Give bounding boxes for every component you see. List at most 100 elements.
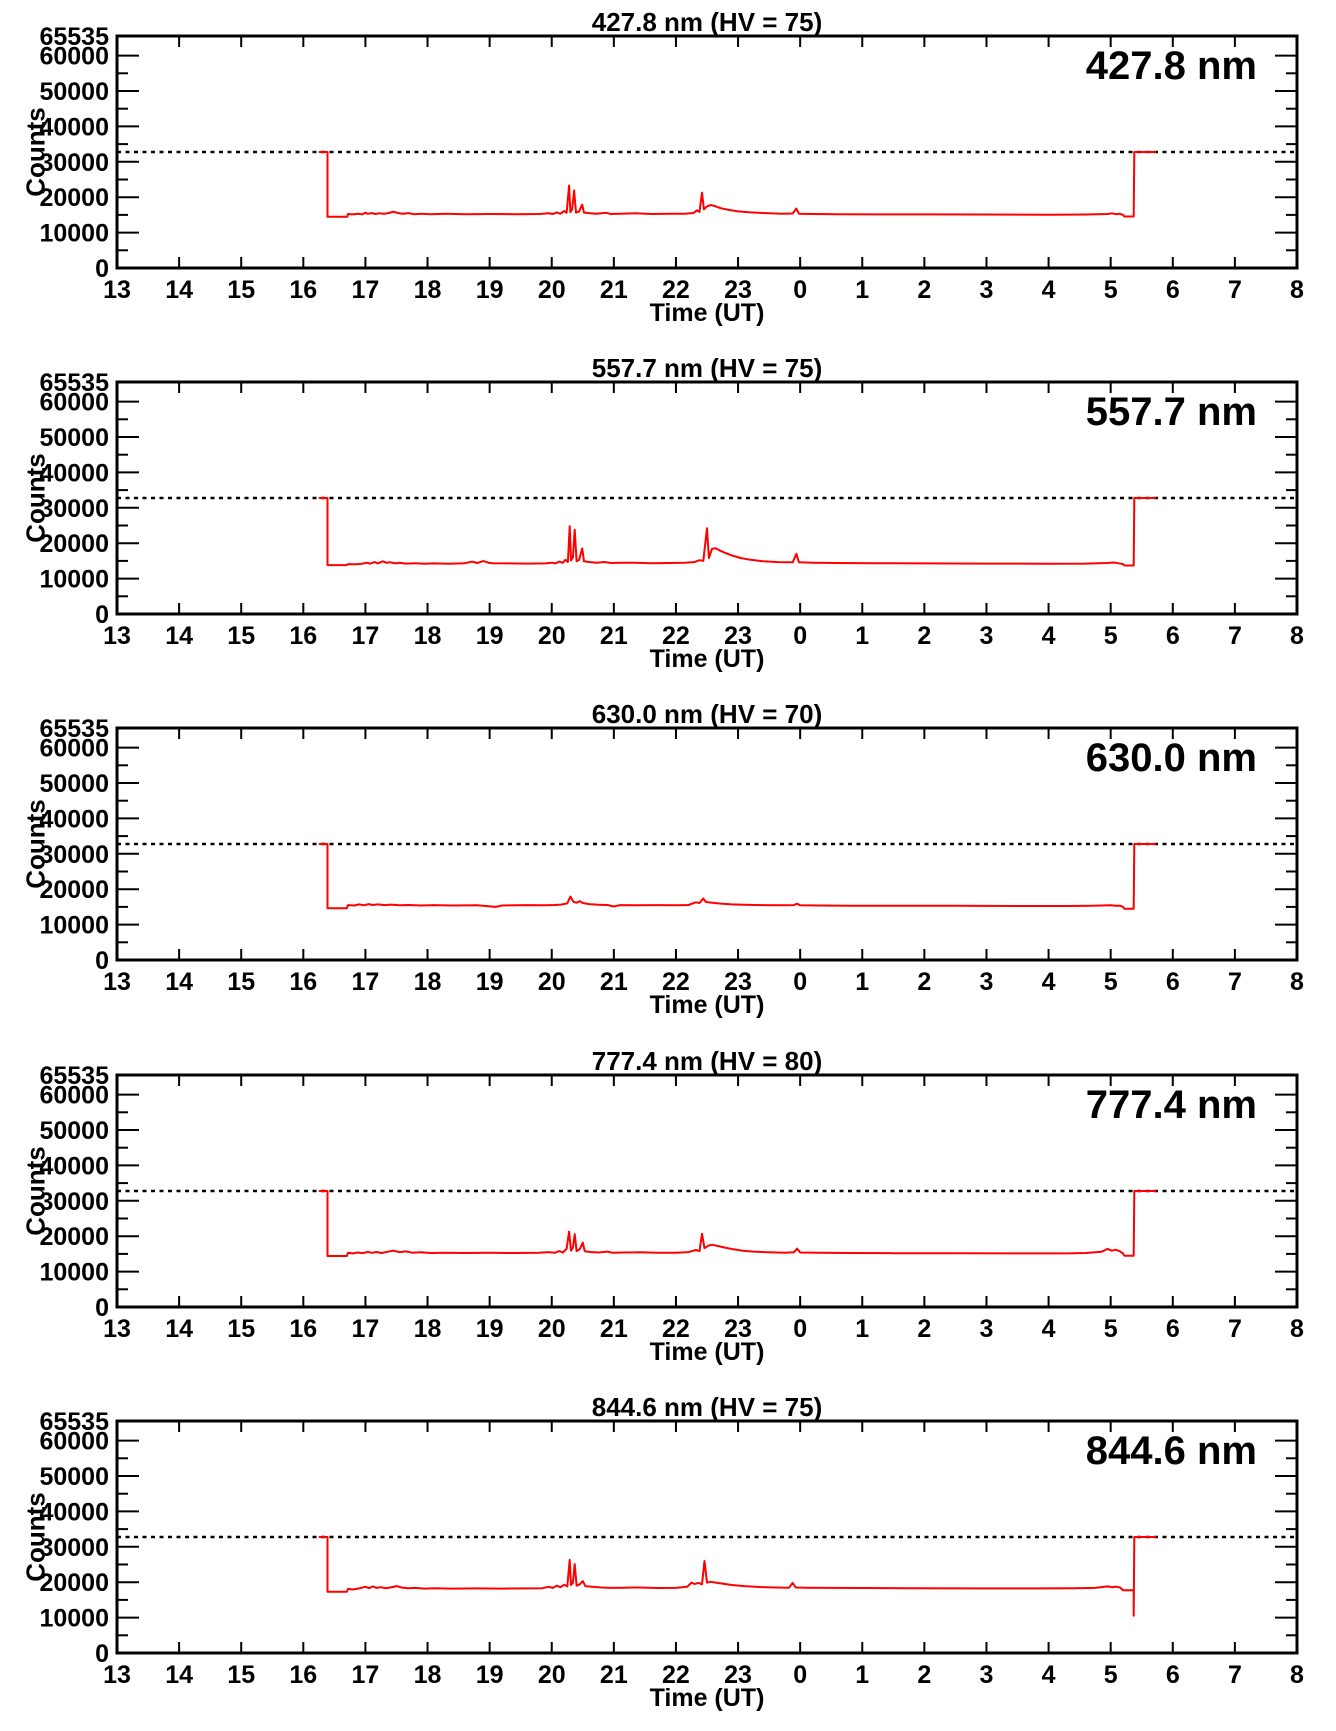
svg-text:40000: 40000 <box>39 459 109 487</box>
svg-text:65535: 65535 <box>39 715 109 743</box>
svg-text:5: 5 <box>1104 276 1118 304</box>
x-axis-label: Time (UT) <box>649 299 765 327</box>
svg-text:1: 1 <box>855 1661 869 1689</box>
svg-text:23: 23 <box>724 1661 752 1689</box>
panel-title: 844.6 nm (HV = 75) <box>591 1392 823 1422</box>
svg-text:21: 21 <box>600 1661 628 1689</box>
panel-title: 557.7 nm (HV = 75) <box>591 353 823 383</box>
svg-text:23: 23 <box>724 622 752 650</box>
svg-text:30000: 30000 <box>39 149 109 177</box>
svg-text:1: 1 <box>855 276 869 304</box>
svg-text:60000: 60000 <box>39 1428 109 1456</box>
svg-text:17: 17 <box>352 1661 380 1689</box>
svg-text:22: 22 <box>662 1661 690 1689</box>
svg-text:20000: 20000 <box>39 530 109 558</box>
svg-text:30000: 30000 <box>39 495 109 523</box>
svg-text:19: 19 <box>476 968 504 996</box>
wavelength-label: 777.4 nm <box>1085 1083 1257 1127</box>
panel-title: 630.0 nm (HV = 70) <box>591 699 823 729</box>
svg-text:5: 5 <box>1104 1315 1118 1343</box>
svg-text:18: 18 <box>414 276 442 304</box>
y-axis-label: Counts <box>20 107 51 197</box>
panel-844-6nm: 844.6 nm (HV = 75) 13 14 15 16 17 18 19 20 21 22 2… <box>0 1385 1336 1731</box>
svg-text:18: 18 <box>414 622 442 650</box>
svg-text:1: 1 <box>855 622 869 650</box>
svg-text:22: 22 <box>662 622 690 650</box>
svg-text:23: 23 <box>724 276 752 304</box>
svg-text:6: 6 <box>1166 968 1180 996</box>
svg-text:20: 20 <box>538 968 566 996</box>
svg-text:65535: 65535 <box>39 1062 109 1090</box>
svg-text:10000: 10000 <box>39 220 109 248</box>
svg-text:20: 20 <box>538 622 566 650</box>
svg-text:4: 4 <box>1042 1661 1056 1689</box>
svg-text:50000: 50000 <box>39 1463 109 1491</box>
x-axis-label: Time (UT) <box>649 991 765 1019</box>
svg-text:0: 0 <box>793 622 807 650</box>
svg-text:40000: 40000 <box>39 805 109 833</box>
svg-text:17: 17 <box>352 622 380 650</box>
svg-text:7: 7 <box>1228 276 1242 304</box>
svg-text:4: 4 <box>1042 1315 1056 1343</box>
x-axis-label: Time (UT) <box>649 1338 765 1366</box>
svg-text:7: 7 <box>1228 622 1242 650</box>
svg-text:14: 14 <box>165 276 193 304</box>
svg-text:22: 22 <box>662 968 690 996</box>
svg-text:0: 0 <box>95 1294 109 1322</box>
svg-text:18: 18 <box>414 968 442 996</box>
svg-text:14: 14 <box>165 968 193 996</box>
svg-text:0: 0 <box>793 1315 807 1343</box>
svg-text:17: 17 <box>352 968 380 996</box>
svg-text:16: 16 <box>289 1315 317 1343</box>
svg-text:18: 18 <box>414 1661 442 1689</box>
svg-text:20000: 20000 <box>39 1223 109 1251</box>
svg-text:15: 15 <box>227 1661 255 1689</box>
svg-text:3: 3 <box>980 968 994 996</box>
svg-text:1: 1 <box>855 1315 869 1343</box>
svg-text:60000: 60000 <box>39 1082 109 1110</box>
svg-text:10000: 10000 <box>39 1605 109 1633</box>
svg-text:4: 4 <box>1042 968 1056 996</box>
svg-text:6: 6 <box>1166 1661 1180 1689</box>
svg-text:13: 13 <box>103 1315 131 1343</box>
svg-text:60000: 60000 <box>39 735 109 763</box>
svg-text:6: 6 <box>1166 276 1180 304</box>
plot-630-0nm: 13 14 15 16 17 18 19 20 21 22 23 0 1 2 3 4 5 6 7 8010000200… <box>39 715 1304 996</box>
svg-text:30000: 30000 <box>39 1534 109 1562</box>
wavelength-label: 844.6 nm <box>1085 1429 1257 1473</box>
svg-text:7: 7 <box>1228 968 1242 996</box>
svg-text:21: 21 <box>600 1315 628 1343</box>
svg-text:16: 16 <box>289 1661 317 1689</box>
y-axis-label: Counts <box>20 453 51 543</box>
svg-text:14: 14 <box>165 1661 193 1689</box>
svg-text:60000: 60000 <box>39 43 109 71</box>
svg-text:23: 23 <box>724 1315 752 1343</box>
svg-text:21: 21 <box>600 622 628 650</box>
plot-427-8nm: 13 14 15 16 17 18 19 20 21 22 23 0 1 2 3 4 5 6 7 8010000200… <box>39 23 1304 304</box>
svg-text:0: 0 <box>793 968 807 996</box>
svg-text:3: 3 <box>980 276 994 304</box>
svg-text:15: 15 <box>227 276 255 304</box>
svg-text:16: 16 <box>289 968 317 996</box>
panel-427-8nm: 427.8 nm (HV = 75) 13 14 15 16 17 18 19 20 21 22 2… <box>0 0 1336 346</box>
wavelength-label: 630.0 nm <box>1085 736 1257 780</box>
svg-text:13: 13 <box>103 622 131 650</box>
svg-text:65535: 65535 <box>39 369 109 397</box>
y-axis-label: Counts <box>20 1492 51 1582</box>
svg-text:8: 8 <box>1290 622 1304 650</box>
svg-text:40000: 40000 <box>39 1498 109 1526</box>
svg-text:21: 21 <box>600 968 628 996</box>
svg-text:3: 3 <box>980 1661 994 1689</box>
svg-text:40000: 40000 <box>39 113 109 141</box>
panel-630-0nm: 630.0 nm (HV = 70) 13 14 15 16 17 18 19 20 21 22 2… <box>0 692 1336 1038</box>
y-axis-label: Counts <box>20 799 51 889</box>
svg-text:2: 2 <box>917 622 931 650</box>
svg-text:20000: 20000 <box>39 876 109 904</box>
svg-text:65535: 65535 <box>39 1408 109 1436</box>
svg-text:3: 3 <box>980 622 994 650</box>
svg-text:21: 21 <box>600 276 628 304</box>
svg-text:8: 8 <box>1290 1315 1304 1343</box>
svg-text:6: 6 <box>1166 622 1180 650</box>
svg-text:16: 16 <box>289 622 317 650</box>
